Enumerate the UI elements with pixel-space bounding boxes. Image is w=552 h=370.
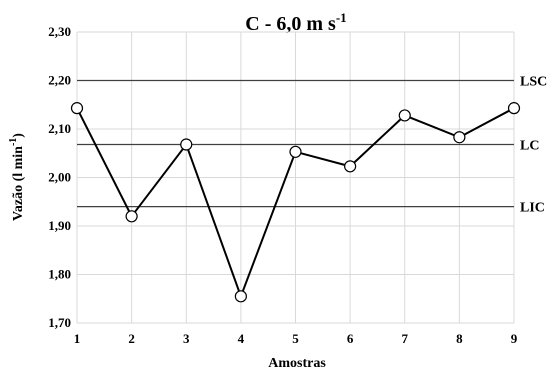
x-tick-label: 7 bbox=[402, 331, 409, 346]
data-point bbox=[398, 109, 411, 122]
x-tick-label: 9 bbox=[511, 331, 518, 346]
series-group bbox=[70, 102, 521, 303]
x-axis-title: Amostras bbox=[268, 356, 326, 370]
y-axis-title: Vazão (l min-1) bbox=[8, 133, 26, 221]
data-point bbox=[234, 290, 247, 303]
reference-label-lic: LIC bbox=[520, 201, 545, 216]
x-axis-ticks: 1 2 3 4 5 6 7 8 9 bbox=[74, 331, 518, 346]
data-point bbox=[344, 160, 357, 173]
y-tick-label: 1,70 bbox=[48, 315, 71, 330]
y-tick-label: 1,90 bbox=[48, 218, 71, 233]
y-tick-label: 2,10 bbox=[48, 121, 71, 136]
reference-label-lsc: LSC bbox=[520, 75, 547, 90]
x-tick-label: 6 bbox=[347, 331, 354, 346]
data-point bbox=[70, 102, 84, 115]
x-tick-label: 2 bbox=[128, 331, 135, 346]
y-tick-label: 2,30 bbox=[48, 24, 71, 39]
data-point bbox=[507, 102, 521, 115]
x-tick-label: 8 bbox=[456, 331, 463, 346]
data-point bbox=[125, 210, 138, 223]
data-point bbox=[289, 145, 302, 158]
reference-label-lc: LC bbox=[520, 139, 539, 154]
data-point bbox=[180, 138, 193, 151]
x-tick-label: 4 bbox=[238, 331, 245, 346]
y-tick-label: 2,20 bbox=[48, 73, 71, 88]
y-tick-label: 2,00 bbox=[48, 170, 71, 185]
reference-lines: LSC LC LIC bbox=[77, 75, 547, 216]
y-tick-label: 1,80 bbox=[48, 267, 71, 282]
x-tick-label: 3 bbox=[183, 331, 190, 346]
grid-lines bbox=[76, 31, 515, 324]
y-axis-ticks: 1,70 1,80 1,90 2,00 2,10 2,20 2,30 bbox=[48, 24, 71, 330]
x-tick-label: 5 bbox=[292, 331, 299, 346]
data-point bbox=[453, 131, 466, 144]
x-tick-label: 1 bbox=[74, 331, 81, 346]
chart-title: C - 6,0 m s-1 bbox=[245, 10, 346, 35]
